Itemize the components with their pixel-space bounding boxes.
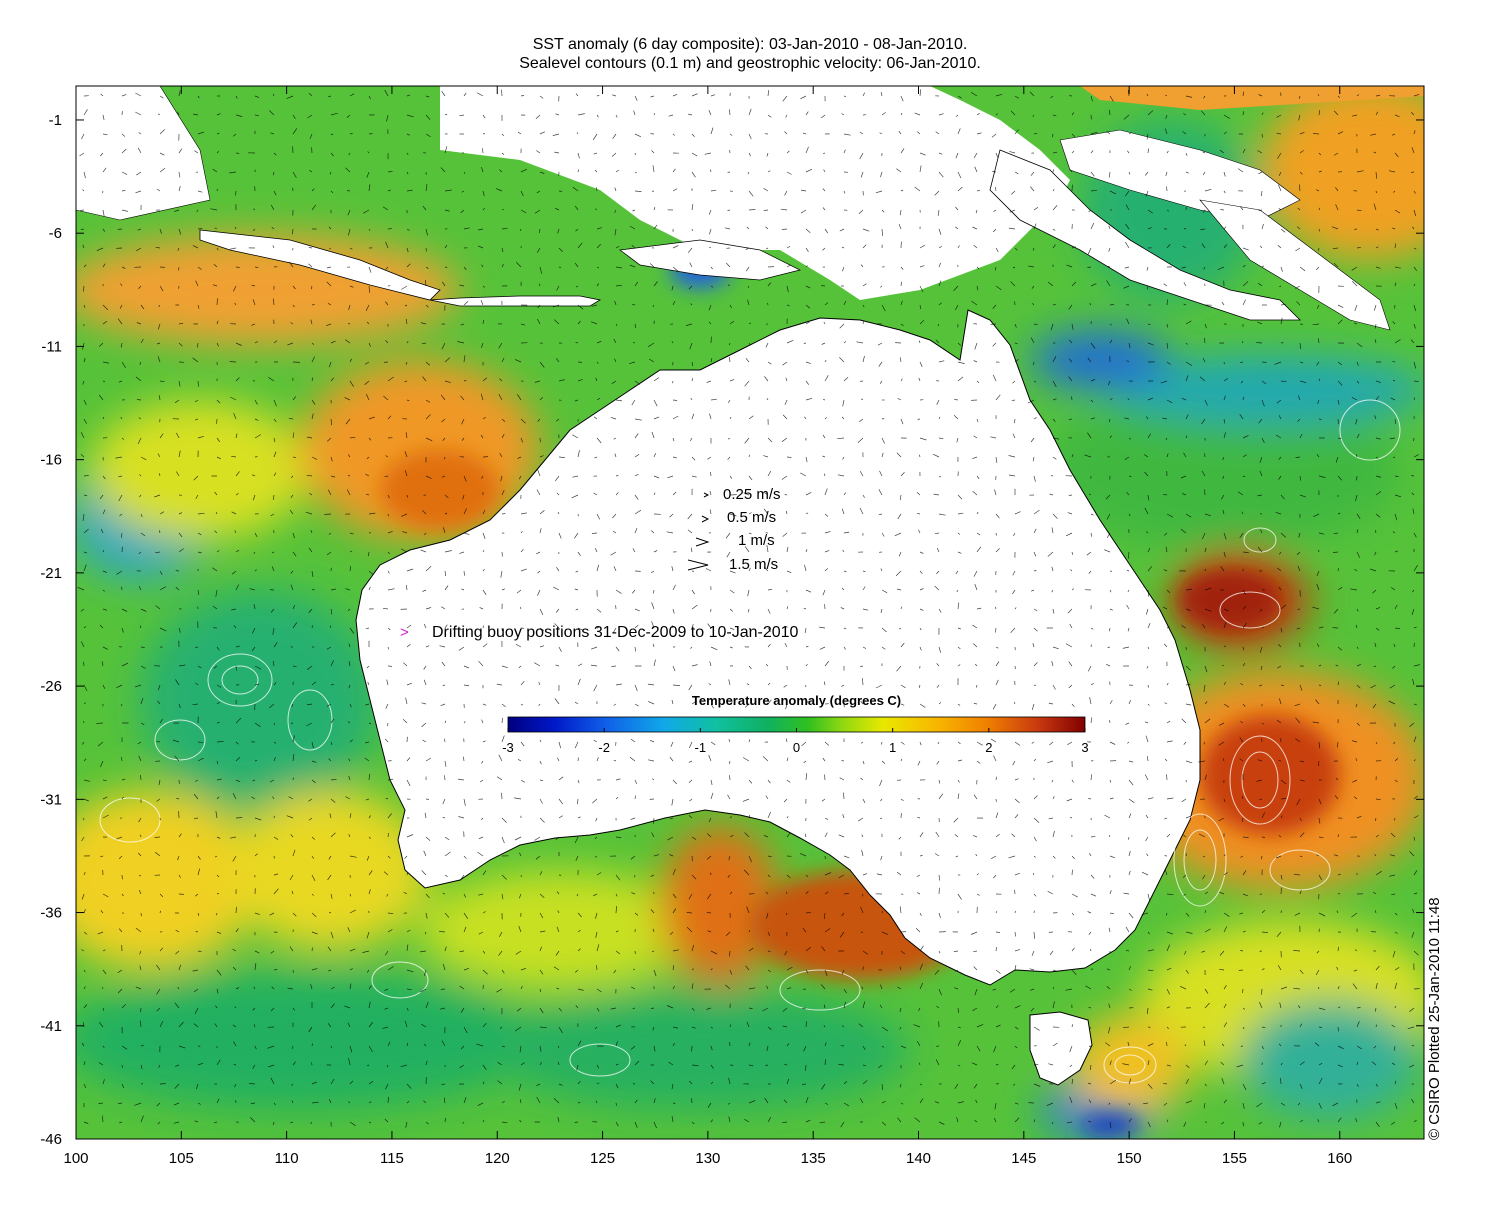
colorbar-tick-label: 2 xyxy=(985,740,992,755)
x-tick-label: 160 xyxy=(1327,1150,1352,1167)
x-tick-label: 145 xyxy=(1011,1150,1036,1167)
geostrophic-velocity-vectors xyxy=(77,89,1420,1129)
velocity-label-15: 1.5 m/s xyxy=(729,556,779,573)
velocity-label-1: 1 m/s xyxy=(738,532,775,549)
velocity-label-05: 0.5 m/s xyxy=(727,509,777,526)
credit-text: © CSIRO Plotted 25-Jan-2010 11:48 xyxy=(1426,897,1443,1140)
colorbar-title: Temperature anomaly (degrees C) xyxy=(691,693,902,708)
colorbar-tick-label: -2 xyxy=(598,740,610,755)
x-tick-label: 110 xyxy=(275,1150,299,1167)
velocity-label-025: 0.25 m/s xyxy=(723,486,781,503)
x-tick-label: 100 xyxy=(63,1150,88,1167)
y-tick-label: -21 xyxy=(40,565,62,582)
sealevel-contours xyxy=(99,399,1401,1084)
velocity-arrow-025 xyxy=(703,492,710,498)
velocity-legend xyxy=(687,492,710,571)
y-tick-label: -6 xyxy=(49,225,62,242)
colorbar-tick-label: 3 xyxy=(1081,740,1088,755)
colorbar-tick-label: -3 xyxy=(502,740,514,755)
map-title-line-2: Sealevel contours (0.1 m) and geostrophi… xyxy=(519,55,981,72)
x-tick-label: 135 xyxy=(801,1150,826,1167)
buoy-legend-label: Drifting buoy positions 31-Dec-2009 to 1… xyxy=(432,624,799,641)
velocity-arrow-1 xyxy=(695,537,710,547)
colorbar-tick-label: 0 xyxy=(793,740,800,755)
y-tick-label: -46 xyxy=(40,1131,62,1148)
australia-landmass xyxy=(355,309,1201,986)
vector-arrows xyxy=(77,89,1420,1129)
velocity-arrow-05 xyxy=(701,515,710,523)
y-tick-label: -41 xyxy=(40,1018,62,1035)
y-tick-label: -26 xyxy=(40,678,62,695)
sst-anomaly-field xyxy=(76,86,1424,1139)
buoy-symbol-icon: > xyxy=(400,624,409,641)
velocity-arrow-15 xyxy=(687,559,709,571)
y-tick-label: -36 xyxy=(40,905,62,922)
map-title-line-1: SST anomaly (6 day composite): 03-Jan-20… xyxy=(532,36,968,53)
y-tick-label: -16 xyxy=(40,452,62,469)
colorbar-tick-label: -1 xyxy=(695,740,707,755)
x-tick-label: 155 xyxy=(1222,1150,1247,1167)
x-tick-label: 115 xyxy=(380,1150,404,1167)
tasmania-landmass xyxy=(1029,1011,1093,1086)
x-tick-label: 130 xyxy=(695,1150,720,1167)
y-tick-label: -11 xyxy=(41,338,62,355)
latitude-axis: -1-6-11-16-21-26-31-36-41-46 xyxy=(40,112,1424,1148)
colorbar-tick-label: 1 xyxy=(889,740,896,755)
x-tick-label: 125 xyxy=(590,1150,615,1167)
plot-frame xyxy=(75,85,1425,1140)
northern-islands xyxy=(76,86,1424,331)
x-tick-label: 105 xyxy=(169,1150,194,1167)
x-tick-label: 120 xyxy=(485,1150,510,1167)
y-tick-label: -31 xyxy=(40,791,62,808)
y-tick-label: -1 xyxy=(49,112,62,129)
temperature-colorbar: -3 -2 -1 0 1 2 3 xyxy=(502,716,1089,755)
x-tick-label: 150 xyxy=(1117,1150,1142,1167)
longitude-axis: 100 105 110 115 120 125 130 135 140 145 150 155 160 xyxy=(63,86,1352,1167)
x-tick-label: 140 xyxy=(906,1150,931,1167)
